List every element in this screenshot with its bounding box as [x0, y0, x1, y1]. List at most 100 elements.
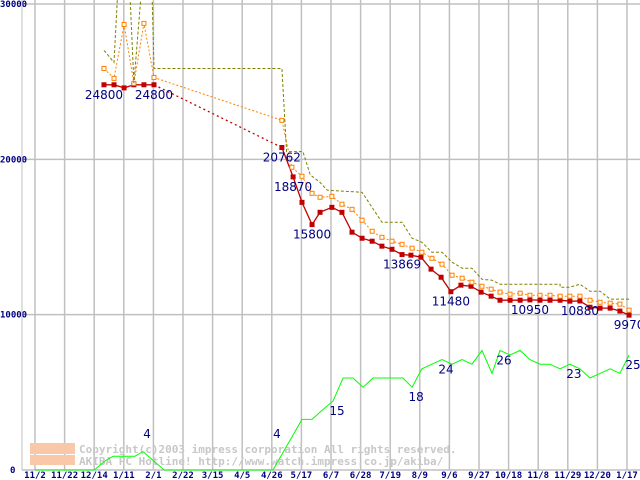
x-tick-label: 9/6: [441, 471, 457, 480]
avg-price-marker: [151, 74, 157, 80]
min-price-marker: [587, 304, 593, 310]
avg-price-marker: [577, 293, 583, 299]
count-annotation: 18: [408, 390, 423, 404]
x-tick-label: 10/18: [495, 471, 522, 480]
avg-price-marker: [141, 20, 147, 26]
avg-price-marker: [449, 272, 455, 278]
avg-price-marker: [557, 293, 563, 299]
count-annotation: 23: [566, 367, 581, 381]
avg-price-marker: [121, 22, 127, 28]
count-annotation: 4: [143, 427, 151, 441]
x-tick-label: 11/8: [527, 471, 549, 480]
min-price-marker: [507, 297, 513, 303]
min-price-marker: [428, 266, 434, 272]
series: [35, 0, 632, 471]
avg-price-marker: [409, 245, 415, 251]
x-tick-label: 4/5: [234, 471, 250, 480]
avg-price-marker: [479, 283, 485, 289]
avg-price-marker: [587, 297, 593, 303]
x-tick-label: 12/20: [584, 471, 611, 480]
min-price-marker: [151, 82, 157, 88]
min-price-marker: [458, 282, 464, 288]
avg-price-marker: [131, 80, 137, 86]
min-price-marker: [369, 238, 375, 244]
price-annotation: 11480: [432, 295, 470, 309]
avg-price-marker: [317, 194, 323, 200]
x-tick-label: 6/7: [323, 471, 339, 480]
price-annotation: 20762: [263, 150, 301, 164]
count-annotation: 25: [625, 358, 640, 372]
avg-price-marker: [111, 75, 117, 81]
y-tick-label: 20000: [0, 155, 27, 165]
avg-price-marker: [488, 286, 494, 292]
min-price-marker: [111, 82, 117, 88]
avg-price-marker: [469, 279, 475, 285]
min-price-marker: [121, 85, 127, 91]
avg-price-marker: [459, 275, 465, 281]
avg-price-marker: [439, 261, 445, 267]
max-price-line: [103, 0, 630, 300]
avg-price-marker: [537, 292, 543, 298]
min-price-marker: [418, 254, 424, 260]
avg-price-marker: [626, 307, 632, 313]
akiba-logo-sub: [30, 455, 75, 465]
min-price-marker: [517, 297, 523, 303]
min-price-marker: [438, 274, 444, 280]
avg-price-marker: [369, 228, 375, 234]
x-tick-label: 6/28: [350, 471, 372, 480]
x-tick-label: 1/11: [113, 471, 135, 480]
x-tick-label: 9/27: [468, 471, 490, 480]
min-price-marker: [389, 246, 395, 252]
avg-price-marker: [607, 300, 613, 306]
min-price-marker: [577, 298, 583, 304]
y-tick-label: 30000: [0, 0, 27, 10]
count-annotation: 15: [329, 404, 344, 418]
min-price-marker: [359, 235, 365, 241]
price-annotation: 13869: [383, 258, 421, 272]
min-price-marker: [478, 289, 484, 295]
avg-price-marker: [339, 201, 345, 207]
avg-price-marker: [359, 217, 365, 223]
price-annotation: 10880: [561, 304, 599, 318]
min-price-line: [153, 84, 283, 149]
price-annotation: 24800: [85, 88, 123, 102]
x-tick-label: 2/22: [172, 471, 194, 480]
min-price-marker: [626, 312, 632, 318]
avg-price-marker: [101, 65, 107, 71]
price-annotation: 9970: [614, 318, 640, 332]
x-tick-label: 8/9: [412, 471, 428, 480]
copyright-text: Copyright(c)2003 impress corporation All…: [79, 443, 457, 456]
min-price-marker: [497, 297, 503, 303]
min-price-marker: [290, 174, 296, 180]
avg-price-marker: [349, 206, 355, 212]
x-tick-label: 5/17: [291, 471, 313, 480]
avg-price-marker: [429, 255, 435, 261]
min-price-marker: [101, 82, 107, 88]
avg-price-marker: [617, 301, 623, 307]
min-price-marker: [448, 289, 454, 295]
min-price-marker: [537, 297, 543, 303]
min-price-marker: [527, 297, 533, 303]
x-tick-label: 7/19: [379, 471, 401, 480]
count-annotation: 4: [273, 427, 281, 441]
avg-price-marker: [517, 290, 523, 296]
site-url-text: AKIBA PC Hotline! http://www.watch.impre…: [79, 455, 444, 468]
avg-price-marker: [289, 164, 295, 170]
min-price-marker: [309, 222, 315, 228]
min-price-marker: [607, 305, 613, 311]
x-tick-label: 11/29: [554, 471, 581, 480]
x-tick-label: 3/15: [202, 471, 224, 480]
avg-price-marker: [419, 249, 425, 255]
min-price-marker: [488, 293, 494, 299]
min-price-marker: [567, 298, 573, 304]
count-annotation: 24: [438, 363, 453, 377]
min-price-marker: [557, 297, 563, 303]
min-price-marker: [617, 308, 623, 314]
avg-price-marker: [309, 190, 315, 196]
price-annotation: 15800: [293, 228, 331, 242]
min-price-marker: [279, 144, 285, 150]
avg-price-marker: [389, 238, 395, 244]
min-price-marker: [317, 209, 323, 215]
min-price-marker: [468, 283, 474, 289]
